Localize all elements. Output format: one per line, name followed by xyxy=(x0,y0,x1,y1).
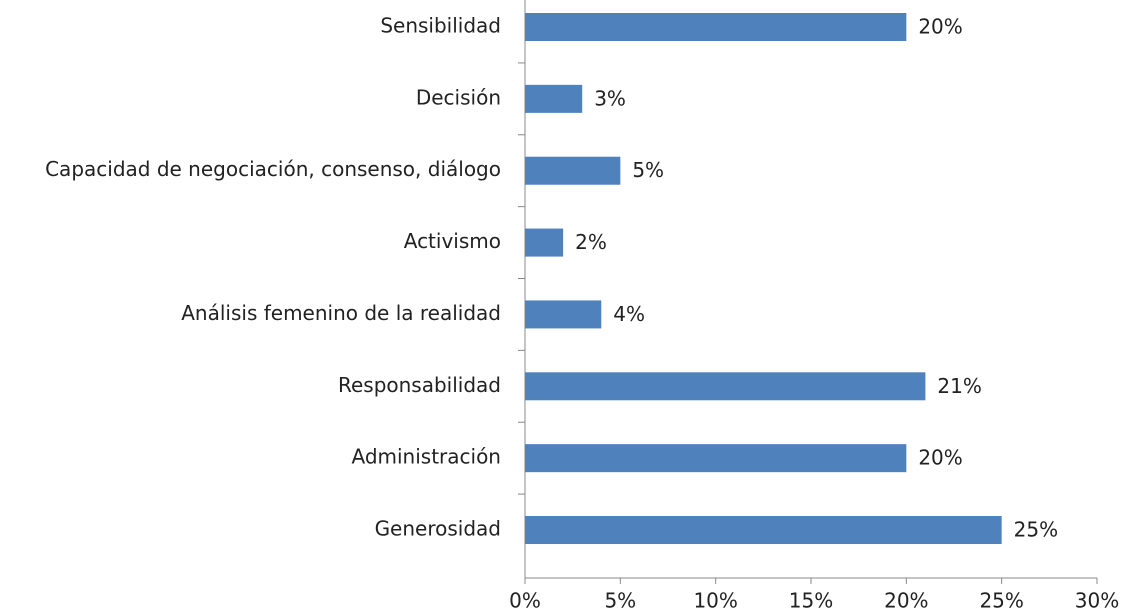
y-tick-label: Sensibilidad xyxy=(380,14,501,38)
y-tick-label: Capacidad de negociación, consenso, diál… xyxy=(45,157,501,181)
bar xyxy=(525,84,583,113)
bar xyxy=(525,516,1002,545)
y-tick-label: Activismo xyxy=(404,229,501,253)
bar xyxy=(525,300,602,329)
value-label: 21% xyxy=(937,374,981,398)
bar xyxy=(525,13,907,41)
bar xyxy=(525,444,907,473)
y-tick-label: Administración xyxy=(351,445,501,469)
x-tick-label: 25% xyxy=(979,589,1023,613)
y-tick-label: Responsabilidad xyxy=(338,373,501,397)
x-tick-label: 15% xyxy=(789,589,833,613)
x-tick-label: 20% xyxy=(884,589,928,613)
x-tick-label: 0% xyxy=(509,589,541,613)
x-tick-label: 10% xyxy=(693,589,737,613)
y-tick-label: Generosidad xyxy=(375,517,501,541)
x-tick-label: 30% xyxy=(1075,589,1119,613)
value-label: 25% xyxy=(1014,518,1058,542)
y-tick-label: Análisis femenino de la realidad xyxy=(181,301,501,325)
value-label: 20% xyxy=(918,446,962,470)
bar xyxy=(525,372,926,401)
value-label: 20% xyxy=(918,15,962,39)
value-label: 5% xyxy=(632,158,664,182)
value-label: 4% xyxy=(613,302,645,326)
value-label: 2% xyxy=(575,230,607,254)
bar xyxy=(525,228,564,257)
value-label: 3% xyxy=(594,86,626,110)
x-tick-label: 5% xyxy=(604,589,636,613)
y-tick-label: Decisión xyxy=(416,85,501,109)
bar xyxy=(525,156,621,185)
